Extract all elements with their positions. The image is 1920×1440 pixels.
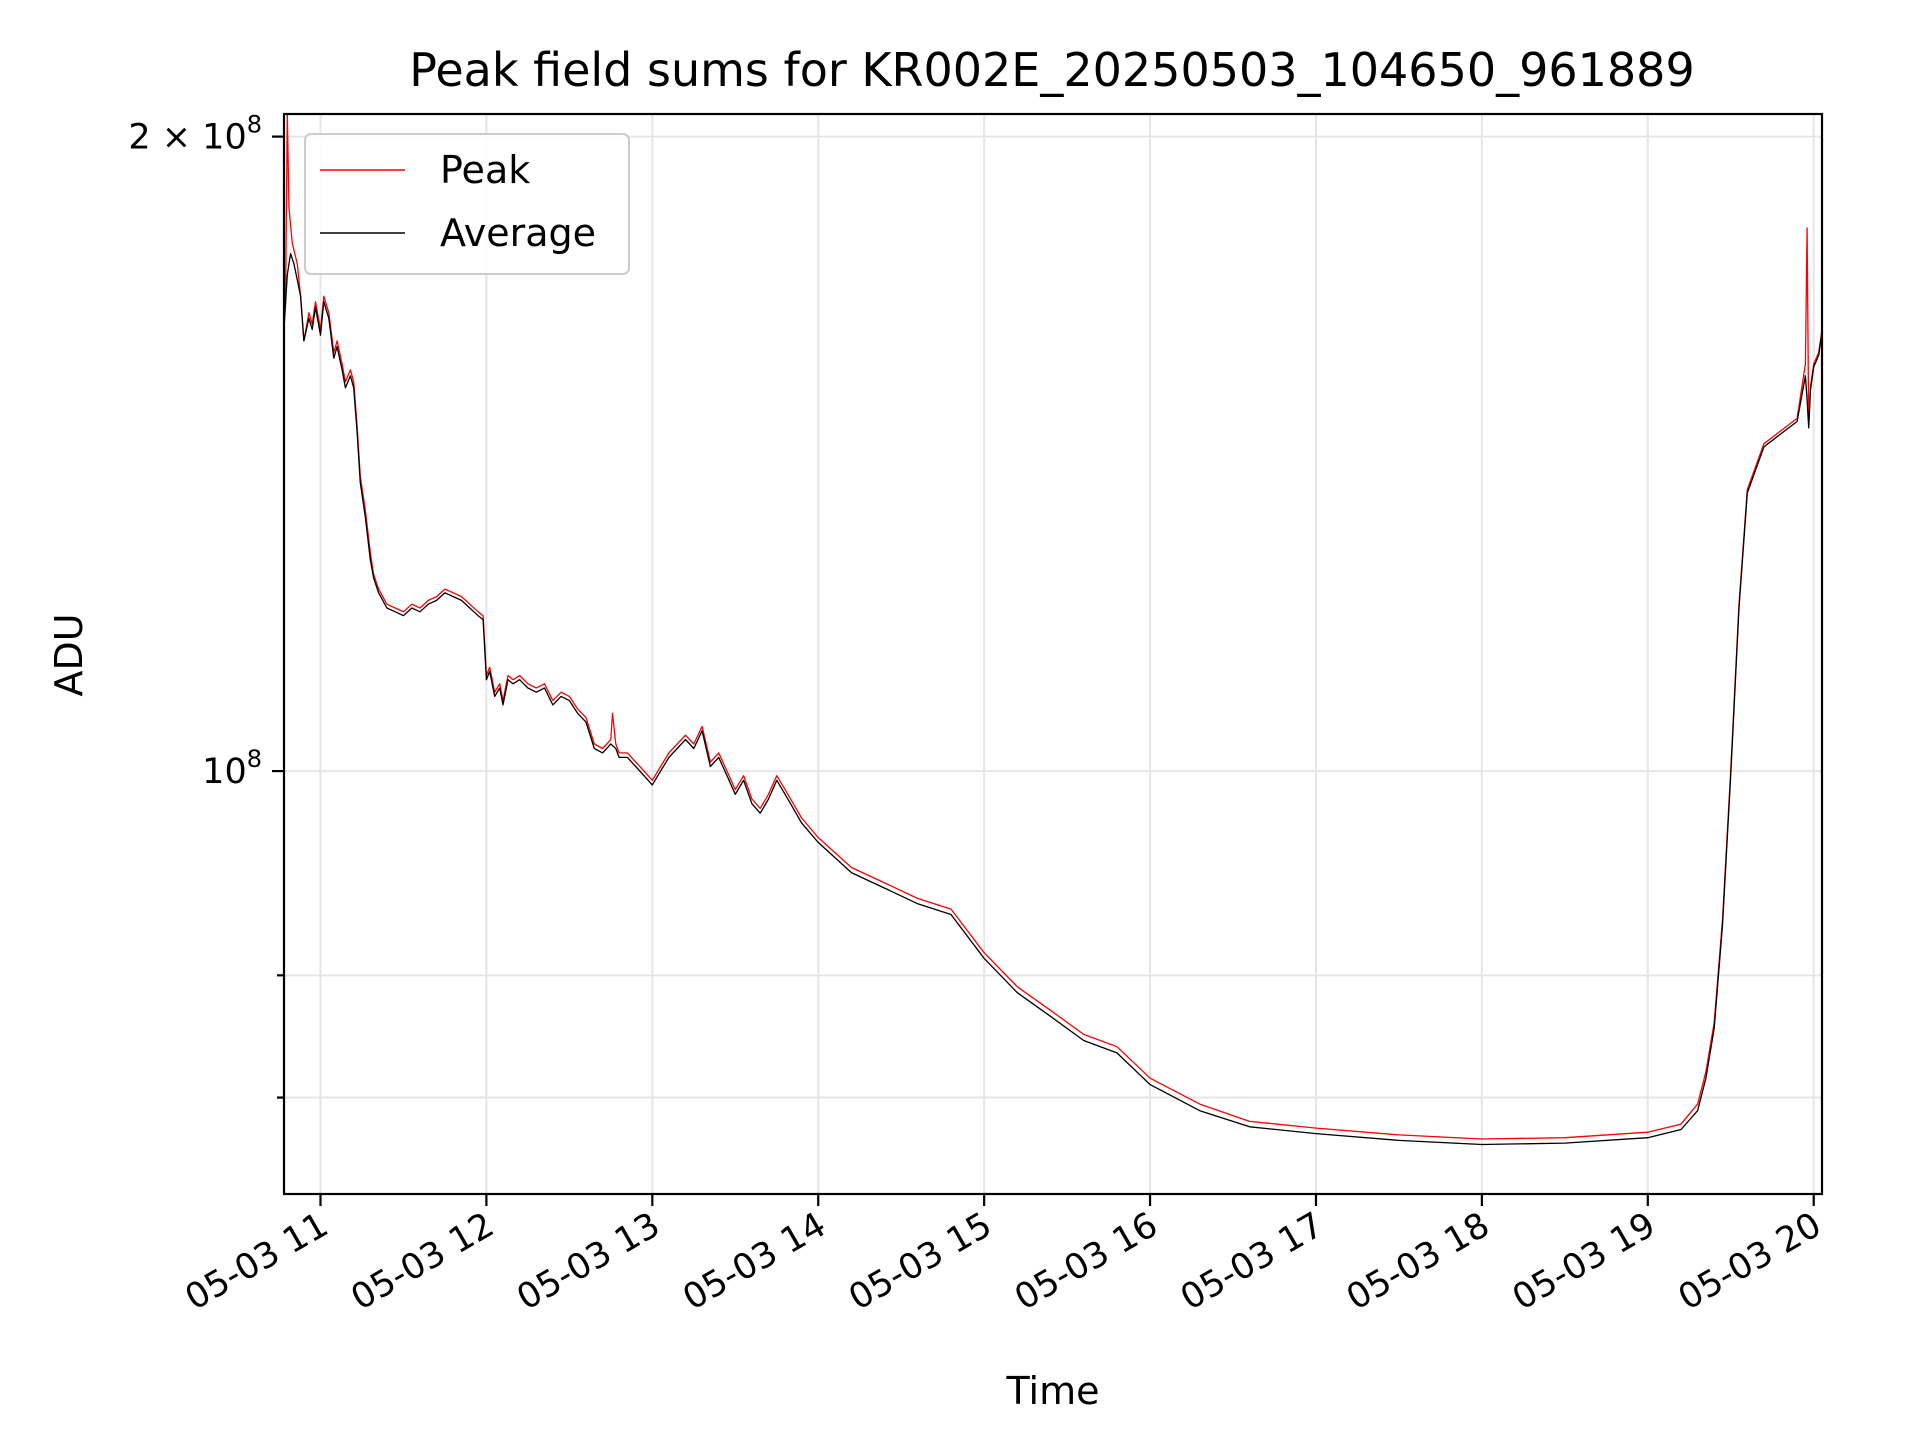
legend-label-peak: Peak	[440, 148, 530, 192]
x-axis-label: Time	[1006, 1369, 1100, 1413]
legend-label-average: Average	[440, 211, 596, 255]
y-tick-label-exponent: 8	[247, 111, 262, 139]
series-line-average	[284, 252, 1822, 1146]
grid	[284, 114, 1822, 1194]
legend: Peak Average	[304, 133, 630, 275]
chart-title: Peak field sums for KR002E_20250503_1046…	[409, 43, 1694, 97]
y-axis-label: ADU	[47, 613, 91, 696]
y-tick-label: 108	[202, 745, 262, 792]
axes-frame	[282, 112, 1824, 1196]
y-tick-label-base: 2 × 10	[128, 118, 246, 158]
y-tick-label-base: 10	[202, 752, 247, 792]
legend-box	[304, 133, 630, 275]
y-tick-label: 2 × 108	[128, 111, 262, 158]
y-tick-label-exponent: 8	[247, 745, 262, 773]
plot-area	[284, 114, 1822, 1146]
